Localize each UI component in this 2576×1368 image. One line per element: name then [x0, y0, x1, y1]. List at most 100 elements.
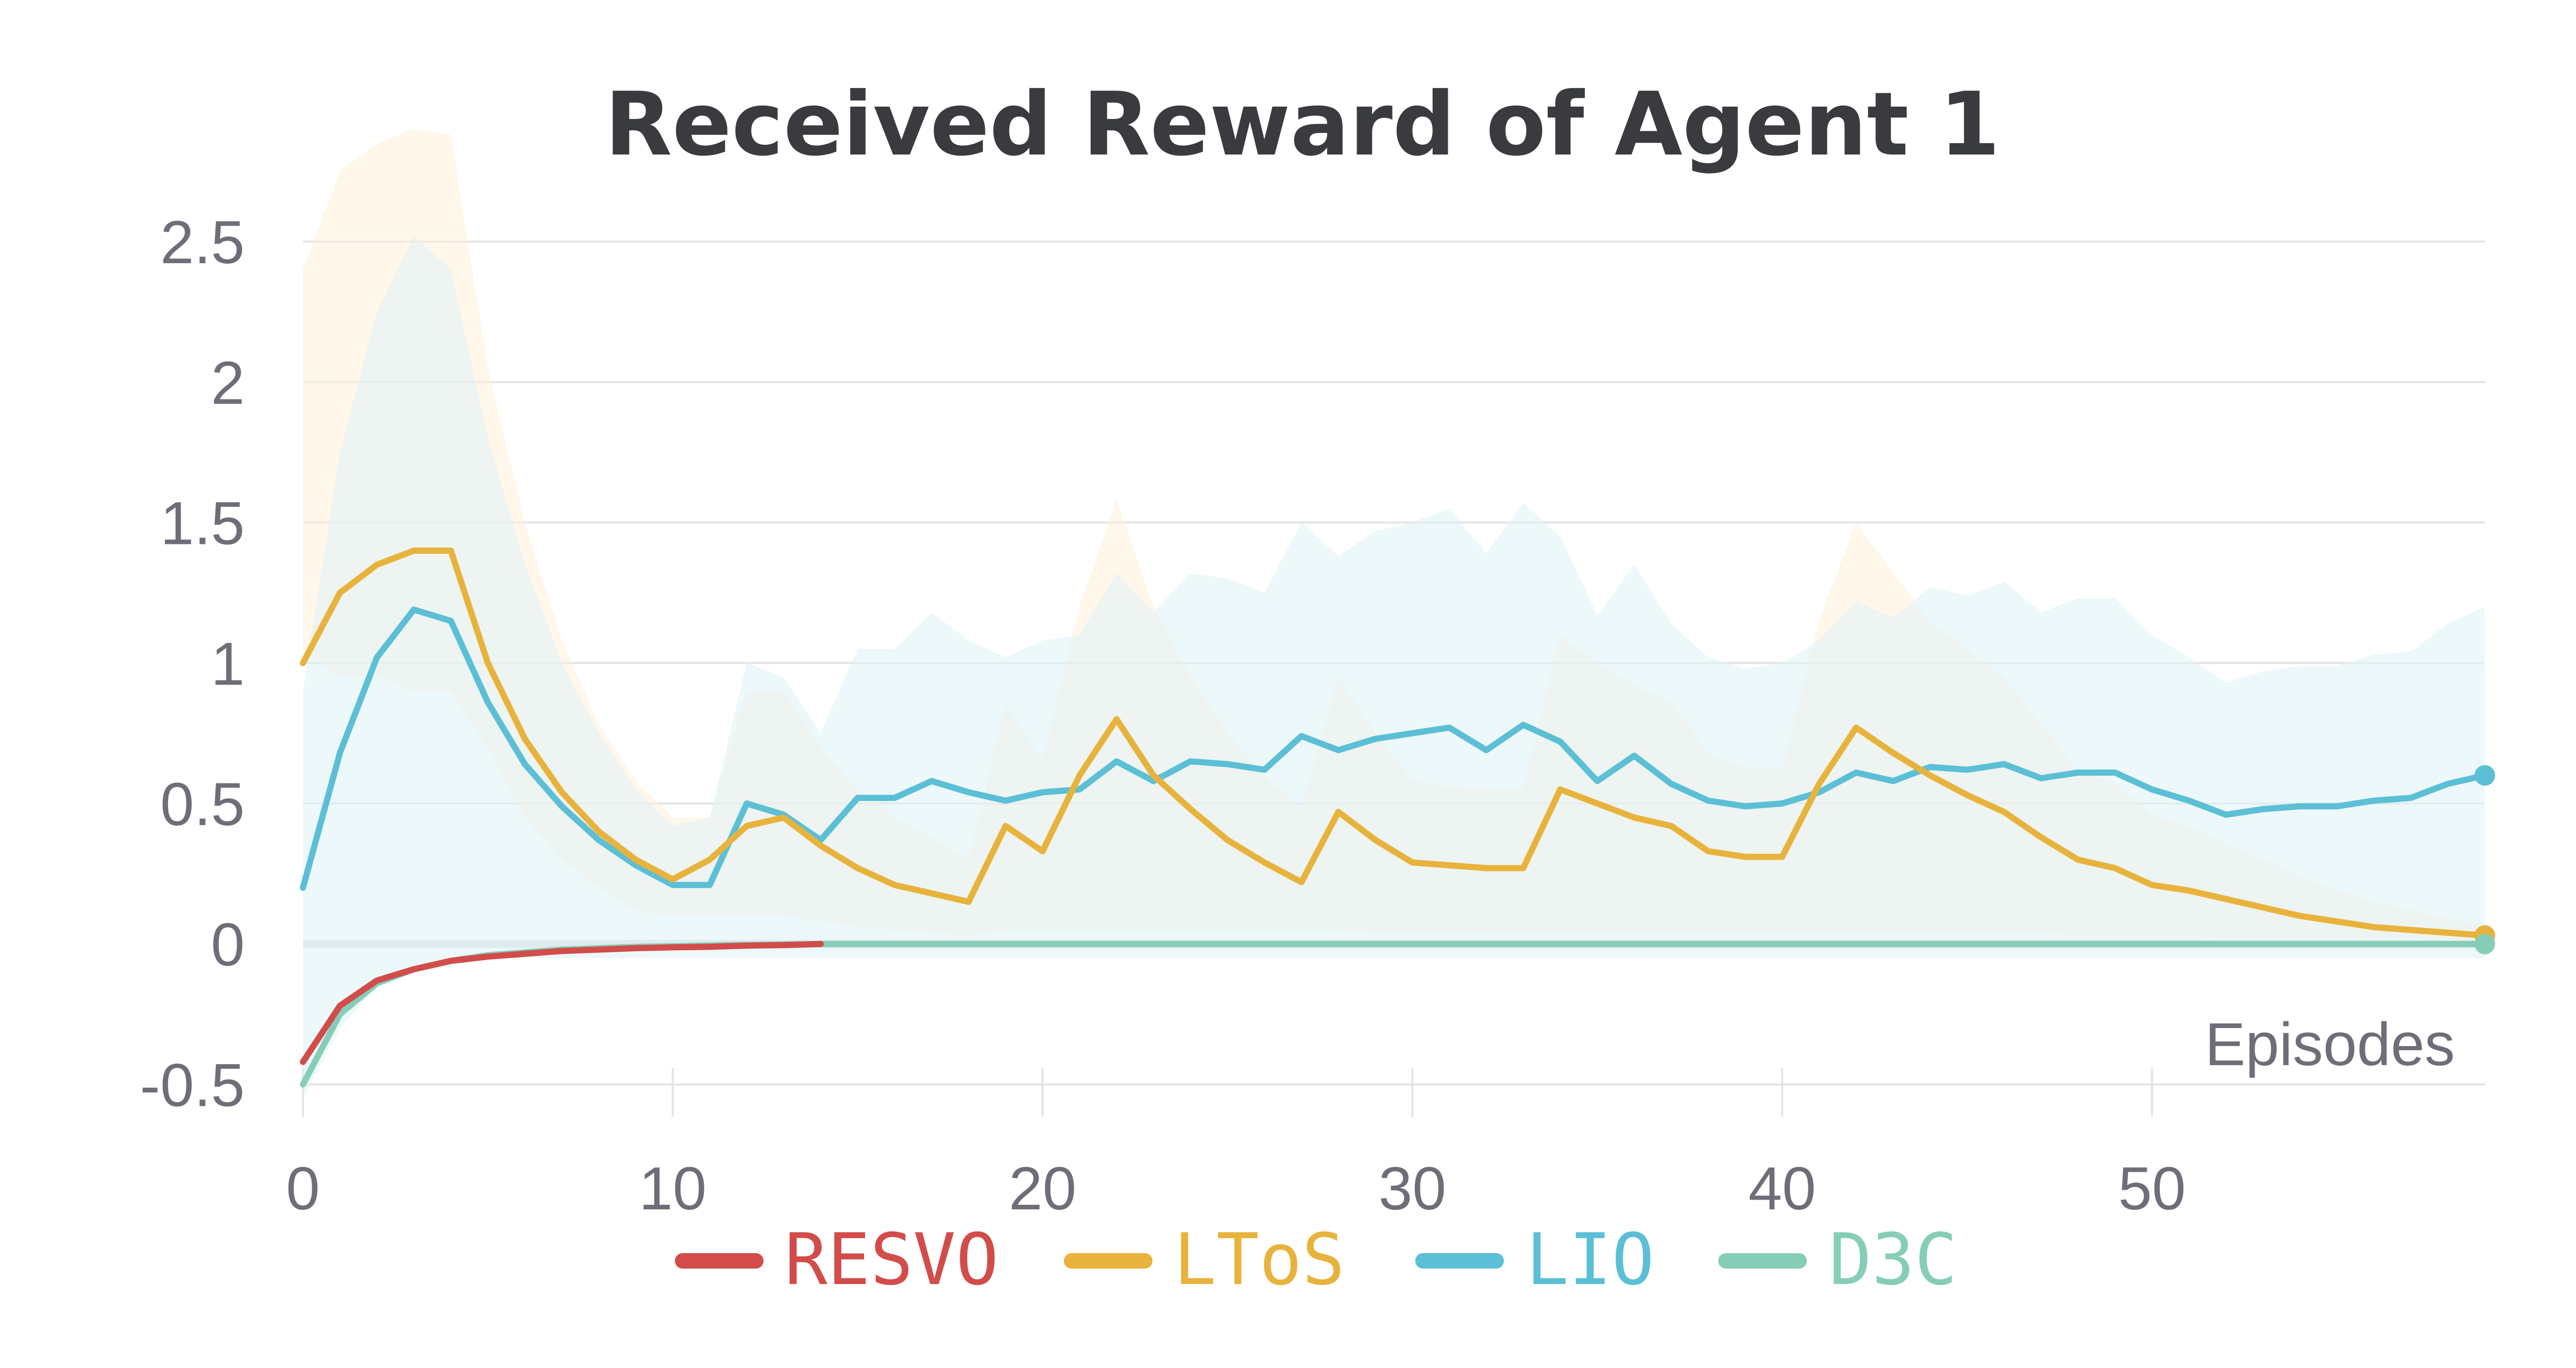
data-point-lio [2447, 783, 2449, 784]
data-point-ltos [1485, 867, 1487, 869]
data-point-ltos [1597, 803, 1598, 804]
data-point-ltos [339, 592, 341, 593]
data-point-resvo [302, 1061, 303, 1063]
data-point-lio [857, 797, 858, 799]
data-point-resvo [783, 944, 785, 946]
data-point-resvo [746, 945, 748, 946]
y-tick-label: 1.5 [160, 490, 245, 558]
data-point-resvo [635, 947, 637, 949]
data-point-ltos [302, 662, 303, 664]
data-point-lio [1485, 749, 1487, 751]
data-point-ltos [1670, 825, 1672, 827]
band-layer [303, 129, 2485, 1099]
data-point-lio [1116, 761, 1117, 762]
data-point-d3c [2410, 943, 2412, 945]
data-point-lio [1818, 792, 1820, 793]
data-point-d3c [968, 943, 970, 945]
data-point-lio [2188, 800, 2190, 801]
data-point-d3c [339, 1014, 341, 1015]
data-point-lio [339, 752, 341, 754]
legend-item-d3c[interactable]: D3C [1718, 1218, 1957, 1301]
legend: RESVO LToS LIO D3C [675, 1218, 1957, 1301]
data-point-lio [746, 803, 748, 804]
data-point-lio [2151, 789, 2153, 790]
data-point-ltos [1560, 789, 1561, 790]
endpoint-marker-d3c [2475, 933, 2495, 954]
legend-item-ltos[interactable]: LToS [1064, 1218, 1345, 1301]
data-point-ltos [857, 867, 858, 869]
data-point-ltos [1892, 752, 1894, 754]
data-point-d3c [2040, 943, 2042, 945]
data-point-ltos [672, 879, 673, 880]
data-point-ltos [1301, 881, 1302, 883]
data-point-lio [1079, 789, 1080, 790]
data-point-d3c [1892, 943, 1894, 945]
data-point-d3c [2299, 943, 2301, 945]
data-point-lio [1892, 780, 1894, 782]
data-point-ltos [1116, 719, 1117, 720]
data-point-d3c [1116, 943, 1117, 945]
data-point-lio [1190, 761, 1191, 762]
y-tick-label: 0.5 [160, 771, 245, 839]
data-point-resvo [450, 960, 452, 962]
data-point-lio [1634, 755, 1635, 757]
data-point-d3c [1707, 943, 1709, 945]
data-point-lio [1929, 766, 1931, 768]
y-tick-label: 2.5 [160, 209, 245, 277]
data-point-lio [1522, 724, 1524, 726]
data-point-lio [968, 792, 970, 793]
data-point-ltos [1967, 794, 1968, 796]
data-point-d3c [2003, 943, 2005, 945]
data-point-ltos [376, 564, 378, 566]
data-point-d3c [1005, 943, 1006, 945]
data-point-d3c [1560, 943, 1561, 945]
data-point-ltos [2447, 932, 2449, 933]
data-point-d3c [931, 943, 933, 945]
legend-label: LIO [1526, 1218, 1654, 1301]
x-axis-label: Episodes [2205, 1011, 2455, 1079]
legend-label: D3C [1829, 1218, 1957, 1301]
x-tick-label: 30 [1379, 1155, 1446, 1223]
data-point-lio [1227, 763, 1228, 765]
data-point-ltos [1337, 811, 1339, 813]
data-point-lio [1005, 800, 1006, 801]
data-point-ltos [1855, 727, 1857, 728]
data-point-d3c [1522, 943, 1524, 945]
data-point-ltos [2188, 890, 2190, 892]
data-point-d3c [1597, 943, 1598, 945]
data-point-resvo [339, 1005, 341, 1006]
data-point-lio [1744, 806, 1746, 807]
data-point-lio [1597, 780, 1598, 782]
data-point-lio [1264, 769, 1265, 771]
data-point-d3c [1782, 943, 1783, 945]
data-point-resvo [709, 946, 710, 948]
data-point-ltos [1412, 862, 1413, 863]
data-point-lio [1782, 803, 1783, 804]
line-layer [300, 548, 2495, 1088]
data-point-lio [1967, 769, 1968, 771]
data-point-lio [1670, 783, 1672, 784]
x-tick-label: 50 [2118, 1155, 2185, 1223]
data-point-ltos [2373, 927, 2375, 928]
data-point-lio [1153, 780, 1154, 782]
legend-label: LToS [1174, 1218, 1345, 1301]
y-tick-label: 2 [211, 349, 245, 417]
data-point-ltos [1744, 856, 1746, 858]
data-point-lio [1042, 792, 1043, 793]
chart-title: Received Reward of Agent 1 [605, 74, 2000, 176]
data-point-ltos [561, 792, 563, 793]
data-point-ltos [1782, 856, 1783, 858]
legend-item-lio[interactable]: LIO [1415, 1218, 1654, 1301]
data-point-resvo [672, 947, 673, 948]
legend-label: RESVO [785, 1218, 998, 1301]
data-point-ltos [783, 817, 785, 818]
data-point-lio [672, 884, 673, 886]
data-point-ltos [1042, 850, 1043, 852]
data-point-ltos [598, 831, 600, 832]
legend-item-resvo[interactable]: RESVO [675, 1218, 998, 1301]
data-point-d3c [2077, 943, 2079, 945]
data-point-d3c [1301, 943, 1302, 945]
y-tick-label: 1 [211, 630, 245, 698]
data-point-ltos [1929, 775, 1931, 776]
